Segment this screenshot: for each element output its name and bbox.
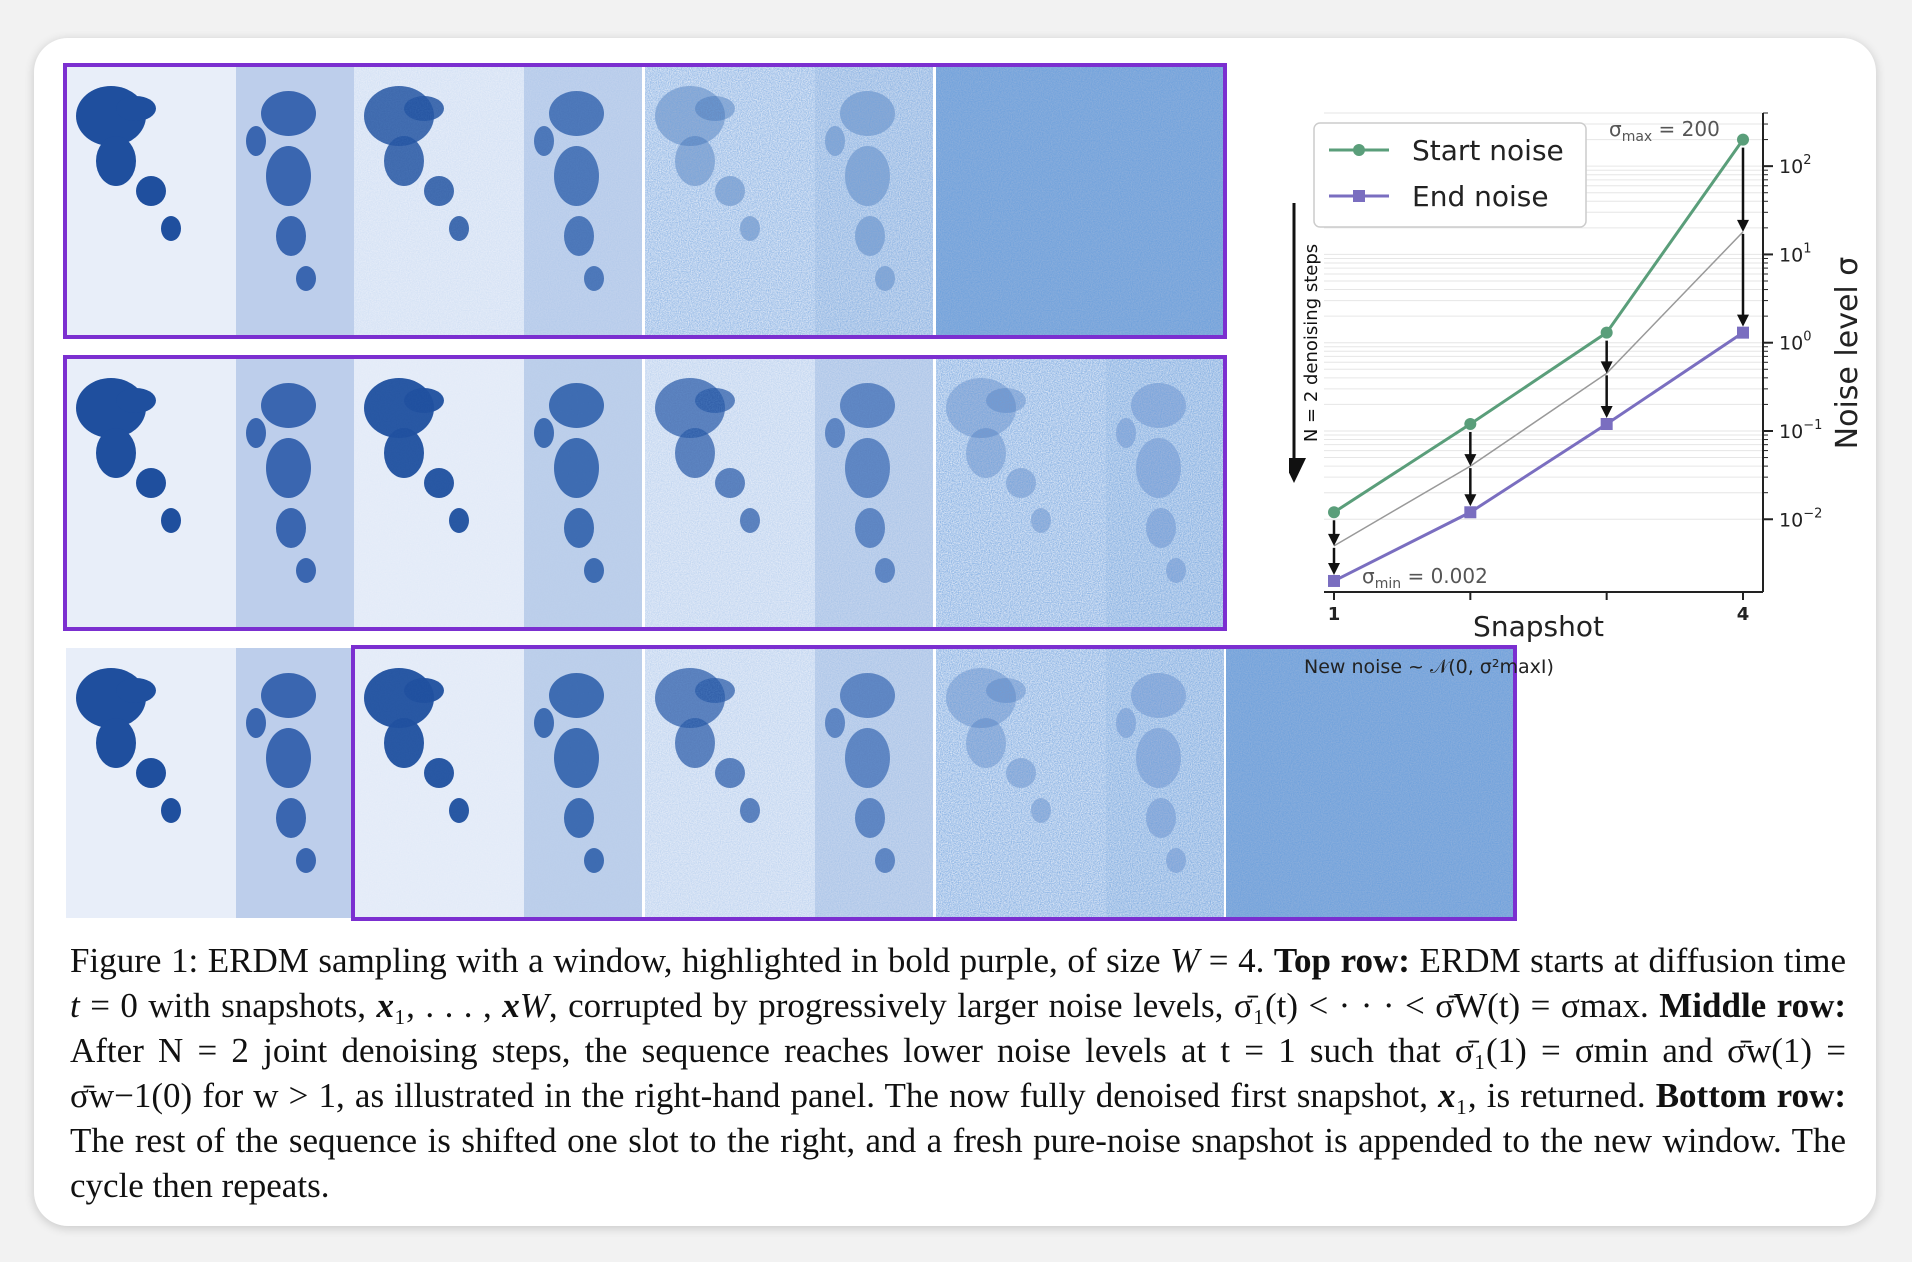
y-tick-label: 100: [1779, 330, 1811, 355]
series-line: [1333, 138, 1745, 514]
top-row-snapshot: [645, 66, 933, 336]
middle-row-snapshot: [936, 358, 1224, 628]
denoise-arrowhead: [1600, 405, 1613, 418]
caption-text: After N = 2 joint denoising steps, the s…: [70, 1031, 1846, 1115]
x-tick-label: 4: [1737, 604, 1750, 625]
new-noise-label: New noise ~ 𝒩(0, σ²maxI): [1304, 656, 1554, 678]
y-axis-label: Noise level σ: [1830, 257, 1865, 450]
caption-text: = 0 with snapshots,: [79, 986, 377, 1025]
middle-row-snapshot: [354, 358, 642, 628]
denoise-arrowhead: [1464, 494, 1477, 507]
y-tick-label: 101: [1779, 241, 1811, 266]
denoise-arrowhead: [1600, 361, 1613, 374]
sigma-min-value: = 0.002: [1401, 564, 1488, 588]
bottom-row-snapshot: [645, 648, 933, 918]
series-line: [1333, 331, 1744, 583]
sigma-max-sub: max: [1622, 129, 1653, 145]
caption-math-W-sub: W: [519, 986, 549, 1025]
top-row-snapshot: [354, 66, 642, 336]
denoise-arrowhead: [1464, 454, 1477, 467]
steps-label: N = 2 denoising steps: [1301, 244, 1322, 442]
start-noise-point: [1737, 133, 1749, 146]
top-row-snapshot: [936, 66, 1224, 336]
caption-text: ₁, . . . ,: [393, 986, 503, 1025]
x-tick-label: 1: [1328, 604, 1341, 625]
steps-arrowhead: [1289, 458, 1306, 483]
sigma-min-sub: min: [1375, 576, 1401, 592]
bottom-row-snapshot: [354, 648, 642, 918]
denoise-arrowhead: [1737, 314, 1749, 327]
y-tick-exponent: −2: [1803, 506, 1822, 521]
y-tick-label: 10−2: [1779, 506, 1822, 531]
sigma-max-label: σmax = 200: [1609, 117, 1720, 145]
middle-row-snapshot: [66, 358, 354, 628]
bottom-row-snapshot: [1226, 648, 1514, 918]
bottom-row-snapshot: [66, 648, 354, 918]
caption-math-x: x: [1438, 1076, 1456, 1115]
legend-end-marker: [1353, 190, 1365, 202]
legend-start-label: Start noise: [1412, 134, 1564, 167]
caption-text: = 4.: [1199, 941, 1274, 980]
y-tick-exponent: 0: [1803, 330, 1811, 345]
caption-middle-row-label: Middle row:: [1659, 986, 1847, 1025]
caption-top-row-label: Top row:: [1273, 941, 1410, 980]
start-noise-point: [1600, 326, 1613, 339]
end-noise-point: [1737, 326, 1749, 339]
caption-math-x: x: [502, 986, 520, 1025]
caption-bottom-row-label: Bottom row:: [1655, 1076, 1846, 1115]
caption-text: , corrupted by progressively larger nois…: [548, 986, 1660, 1025]
legend-start-marker: [1353, 144, 1365, 156]
sigma-max-value: = 200: [1652, 117, 1720, 141]
caption-math-t: t: [70, 986, 80, 1025]
middle-row-snapshot: [645, 358, 933, 628]
end-noise-point: [1600, 417, 1613, 430]
x-axis-label: Snapshot: [1473, 610, 1604, 643]
caption-text: Figure 1: ERDM sampling with a window, h…: [70, 941, 1171, 980]
denoise-arrowhead: [1737, 219, 1749, 232]
chart-legend: Start noise End noise: [1313, 122, 1587, 228]
denoise-arrowhead: [1328, 562, 1340, 575]
caption-math-W: W: [1170, 941, 1200, 980]
denoise-arrowhead: [1328, 533, 1340, 546]
start-noise-point: [1328, 506, 1340, 519]
figure-card: 10−2 10−1 100 101 102 Noise level σ 1 4 Snapshot…: [34, 38, 1876, 1226]
end-noise-point: [1328, 574, 1340, 587]
series-line: [1333, 231, 1744, 547]
y-tick-exponent: −1: [1803, 418, 1822, 433]
y-tick-label: 102: [1779, 153, 1811, 178]
top-row-snapshot: [66, 66, 354, 336]
y-tick-label: 10−1: [1779, 418, 1822, 443]
start-noise-point: [1464, 417, 1477, 430]
y-tick-exponent: 1: [1803, 241, 1811, 256]
caption-math-x: x: [376, 986, 394, 1025]
sigma-min-label: σmin = 0.002: [1362, 564, 1488, 592]
caption-text: ₁, is returned.: [1455, 1076, 1656, 1115]
caption-text: ERDM starts at diffusion time: [1409, 941, 1846, 980]
bottom-row-snapshot: [936, 648, 1224, 918]
y-tick-exponent: 2: [1803, 153, 1811, 168]
legend-end-label: End noise: [1412, 180, 1549, 213]
figure-caption: Figure 1: ERDM sampling with a window, h…: [70, 938, 1846, 1208]
caption-text: The rest of the sequence is shifted one …: [70, 1121, 1846, 1205]
end-noise-point: [1464, 506, 1477, 519]
